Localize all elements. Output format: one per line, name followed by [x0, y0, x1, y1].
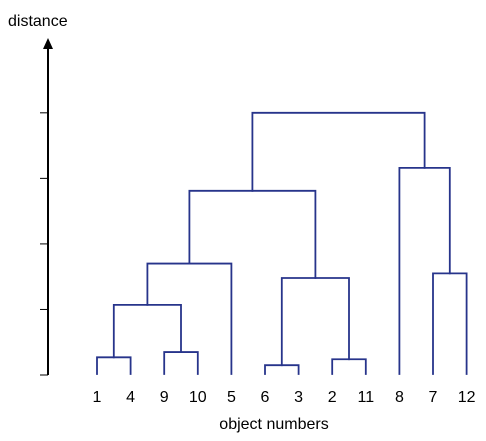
dendrogram-merge-3 [331, 358, 367, 375]
dendrogram-merge-6 [280, 277, 350, 367]
dendrogram-merge-10 [251, 111, 426, 192]
dendrogram-merge-5 [146, 262, 233, 375]
x-axis-label: object numbers [219, 416, 328, 433]
leaf-label-6: 6 [261, 389, 270, 406]
y-axis-label: distance [8, 13, 68, 30]
dendrogram-merge-7 [188, 189, 317, 279]
leaf-label-2: 2 [328, 389, 337, 406]
y-axis-arrow-icon [43, 38, 53, 49]
leaf-label-11: 11 [357, 389, 374, 406]
leaf-labels: 1 4 9 10 5 6 3 2 11 8 7 12 [93, 389, 476, 406]
leaf-label-3: 3 [294, 389, 303, 406]
leaf-label-4: 4 [126, 389, 135, 406]
dendrogram-merge-9 [398, 166, 451, 375]
leaf-label-10: 10 [189, 389, 207, 406]
leaf-label-12: 12 [458, 389, 476, 406]
dendrogram-links [96, 111, 468, 375]
leaf-label-7: 7 [429, 389, 438, 406]
leaf-label-1: 1 [93, 389, 102, 406]
leaf-label-8: 8 [395, 389, 404, 406]
dendrogram-merge-1 [163, 351, 199, 375]
leaf-label-9: 9 [160, 389, 169, 406]
dendrogram-merge-8 [432, 272, 468, 375]
leaf-label-5: 5 [227, 389, 236, 406]
y-axis-ticks [40, 112, 48, 376]
dendrogram-merge-2 [264, 364, 300, 375]
y-axis [40, 38, 53, 376]
dendrogram-merge-4 [112, 303, 182, 359]
dendrogram-merge-0 [96, 356, 132, 375]
